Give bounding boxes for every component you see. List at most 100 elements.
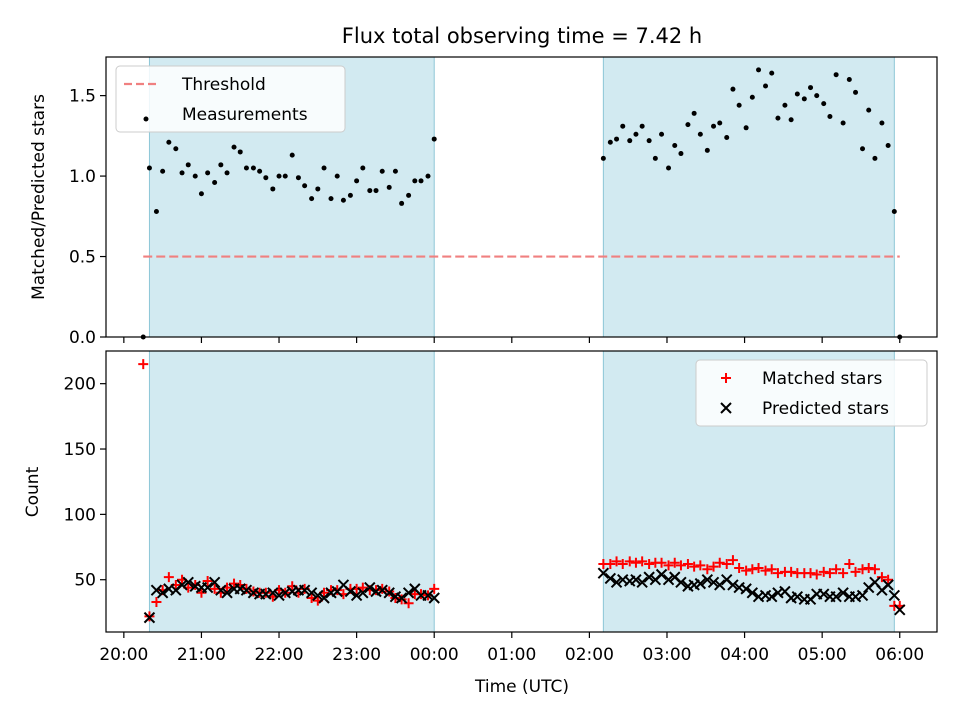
matched-point-mark bbox=[824, 568, 835, 579]
predicted-point bbox=[727, 579, 739, 591]
predicted-point-mark bbox=[364, 581, 376, 594]
matched-point-mark bbox=[644, 559, 655, 570]
predicted-point bbox=[701, 574, 714, 586]
measurement-point bbox=[672, 143, 678, 149]
predicted-point-mark bbox=[143, 611, 156, 624]
measurement-point bbox=[379, 168, 385, 174]
measurement-point bbox=[354, 178, 360, 184]
predicted-point-mark bbox=[221, 587, 233, 599]
predicted-point-mark bbox=[597, 567, 610, 579]
top-y-axis-label: Matched/Predicted stars bbox=[29, 94, 49, 300]
measurement-point bbox=[659, 131, 665, 137]
measurement-point bbox=[711, 123, 717, 129]
x-tick-label: 06:00 bbox=[875, 645, 924, 665]
predicted-point bbox=[364, 581, 376, 594]
measurement-point bbox=[646, 138, 652, 144]
predicted-point-mark bbox=[894, 604, 906, 616]
predicted-point bbox=[176, 579, 188, 591]
matched-point-mark bbox=[617, 559, 628, 570]
predicted-point bbox=[662, 574, 675, 586]
matched-point bbox=[869, 564, 880, 575]
matched-point bbox=[741, 565, 752, 576]
measurement-point bbox=[717, 120, 723, 126]
x-tick-label: 03:00 bbox=[642, 645, 691, 665]
predicted-point bbox=[714, 579, 726, 591]
predicted-point-mark bbox=[182, 576, 194, 589]
measurement-point bbox=[198, 191, 204, 197]
predicted-point-mark bbox=[267, 587, 279, 599]
predicted-point-mark bbox=[818, 588, 830, 600]
predicted-point-mark bbox=[428, 592, 440, 604]
predicted-point bbox=[888, 589, 901, 602]
measurement-point bbox=[885, 143, 891, 149]
matched-point bbox=[824, 568, 835, 579]
matched-point bbox=[196, 587, 207, 598]
predicted-point-mark bbox=[150, 584, 163, 596]
matched-point bbox=[138, 359, 149, 370]
matched-point bbox=[734, 562, 745, 573]
bottom-y-tick-label: 100 bbox=[64, 505, 96, 525]
measurement-point bbox=[386, 184, 392, 190]
matched-point bbox=[811, 569, 822, 580]
matched-point bbox=[605, 559, 616, 570]
matched-point-mark bbox=[818, 566, 829, 577]
measurement-point bbox=[237, 149, 243, 155]
measurement-point bbox=[620, 123, 626, 129]
predicted-point bbox=[766, 591, 778, 603]
measurement-point bbox=[685, 122, 691, 128]
measurement-point bbox=[276, 173, 282, 179]
measurement-point bbox=[373, 188, 379, 194]
measurement-point bbox=[282, 173, 288, 179]
matched-point-mark bbox=[357, 582, 368, 593]
top-y-tick-label: 1.0 bbox=[69, 167, 96, 187]
matched-point-mark bbox=[869, 564, 880, 575]
predicted-point bbox=[643, 571, 655, 583]
matched-point bbox=[611, 556, 622, 567]
measurement-point bbox=[146, 165, 152, 171]
predicted-point-mark bbox=[344, 585, 357, 598]
matched-point-mark bbox=[138, 359, 149, 370]
predicted-point bbox=[344, 585, 357, 598]
predicted-point-mark bbox=[636, 576, 648, 589]
matched-point-mark bbox=[656, 557, 667, 568]
predicted-point bbox=[298, 584, 311, 596]
measurement-point bbox=[600, 155, 606, 161]
matched-point-mark bbox=[429, 583, 440, 594]
measurement-point bbox=[392, 168, 398, 174]
measurement-point bbox=[295, 175, 301, 181]
measurement-point bbox=[697, 131, 703, 137]
matched-point bbox=[772, 568, 783, 579]
predicted-point-mark bbox=[655, 568, 668, 581]
matched-point bbox=[708, 561, 719, 572]
measurement-point bbox=[814, 93, 820, 99]
predicted-point bbox=[604, 572, 617, 585]
predicted-point bbox=[422, 589, 434, 602]
predicted-point bbox=[740, 583, 752, 595]
measurement-point bbox=[289, 152, 295, 158]
predicted-point bbox=[150, 584, 163, 596]
measurement-point bbox=[334, 173, 340, 179]
matched-point bbox=[357, 582, 368, 593]
predicted-point-mark bbox=[882, 579, 894, 591]
predicted-point bbox=[856, 589, 869, 602]
matched-point-mark bbox=[727, 555, 738, 566]
measurement-point bbox=[360, 165, 366, 171]
predicted-point bbox=[428, 592, 440, 604]
predicted-point bbox=[395, 592, 408, 604]
predicted-point bbox=[610, 576, 623, 589]
measurement-point bbox=[666, 165, 672, 171]
matched-point-mark bbox=[811, 569, 822, 580]
measurement-point bbox=[821, 101, 827, 107]
measurement-point bbox=[614, 136, 620, 142]
predicted-point bbox=[830, 591, 842, 603]
predicted-point bbox=[376, 584, 388, 596]
measurement-point bbox=[431, 136, 437, 142]
matched-point bbox=[844, 559, 855, 570]
top-y-tick-label: 0.0 bbox=[69, 328, 96, 348]
measurement-point bbox=[853, 89, 859, 95]
matched-point-mark bbox=[202, 576, 213, 587]
matched-point bbox=[617, 559, 628, 570]
matched-point-mark bbox=[714, 557, 725, 568]
matched-point-mark bbox=[229, 578, 240, 589]
matched-point-mark bbox=[689, 561, 700, 572]
